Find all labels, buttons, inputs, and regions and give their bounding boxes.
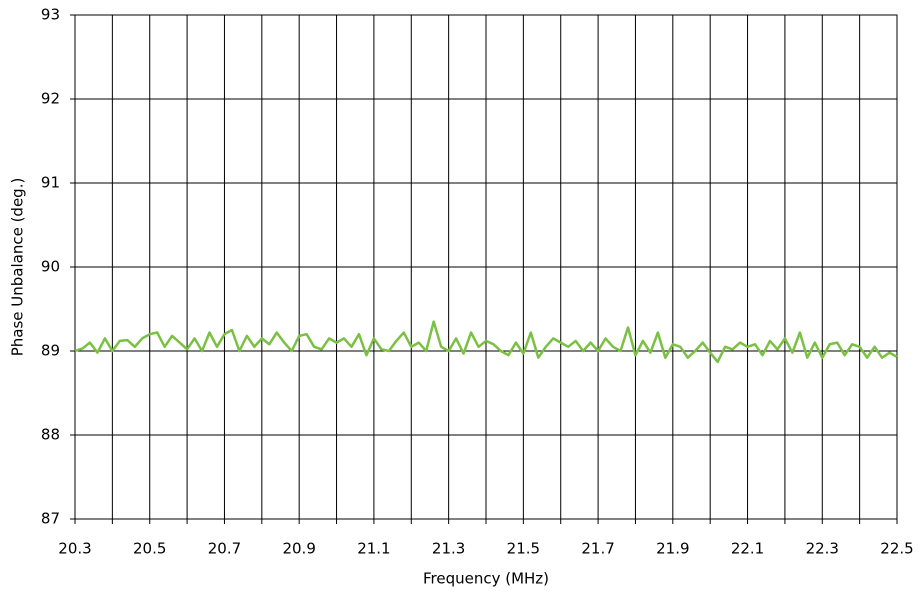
y-tick-label: 88 xyxy=(41,426,60,444)
y-tick-label: 91 xyxy=(41,174,60,192)
x-tick-label: 22.3 xyxy=(806,540,839,558)
y-axis-label: Phase Unbalance (deg.) xyxy=(9,178,27,357)
x-tick-label: 22.5 xyxy=(880,540,913,558)
x-tick-label: 22.1 xyxy=(731,540,764,558)
data-line xyxy=(74,320,898,364)
y-tick-label: 93 xyxy=(41,6,60,24)
x-tick-label: 21.1 xyxy=(357,540,390,558)
x-tick-label: 20.9 xyxy=(282,540,315,558)
x-tick-label: 21.9 xyxy=(656,540,689,558)
x-tick-label: 20.5 xyxy=(133,540,166,558)
y-tick-label: 87 xyxy=(41,510,60,528)
x-tick-label: 20.7 xyxy=(208,540,241,558)
y-tick-label: 89 xyxy=(41,342,60,360)
y-tick-label: 90 xyxy=(41,258,60,276)
x-tick-label: 21.3 xyxy=(432,540,465,558)
x-tick-label: 21.7 xyxy=(581,540,614,558)
x-tick-label: 21.5 xyxy=(507,540,540,558)
x-axis-label: Frequency (MHz) xyxy=(423,570,549,588)
x-tick-label: 20.3 xyxy=(58,540,91,558)
y-tick-label: 92 xyxy=(41,90,60,108)
